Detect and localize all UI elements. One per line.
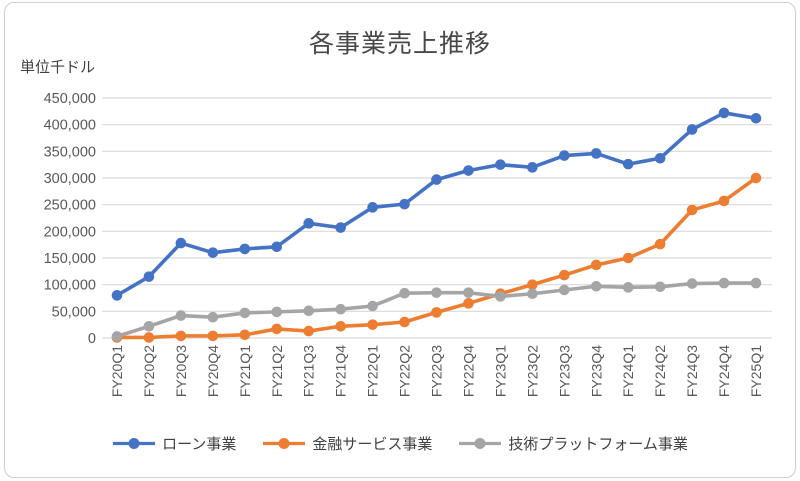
legend-label: 金融サービス事業 (312, 435, 433, 453)
svg-text:300,000: 300,000 (44, 171, 96, 187)
svg-text:FY21Q3: FY21Q3 (301, 345, 317, 397)
svg-text:FY21Q2: FY21Q2 (269, 345, 285, 397)
line-marker-icon (459, 437, 502, 449)
svg-text:FY23Q2: FY23Q2 (524, 345, 540, 397)
svg-text:FY22Q4: FY22Q4 (460, 345, 476, 397)
chart-legend: ローン事業 金融サービス事業 技術プラットフォーム事業 (0, 428, 800, 458)
svg-text:FY22Q2: FY22Q2 (397, 345, 413, 397)
svg-text:150,000: 150,000 (44, 251, 96, 267)
svg-text:250,000: 250,000 (44, 198, 96, 214)
chart-title: 各事業売上推移 (308, 30, 491, 58)
svg-text:100,000: 100,000 (44, 278, 96, 294)
svg-text:FY23Q4: FY23Q4 (588, 345, 604, 397)
svg-text:FY21Q1: FY21Q1 (237, 345, 253, 397)
legend-item-loan-business: ローン事業 (112, 433, 236, 454)
svg-text:200,000: 200,000 (44, 224, 96, 240)
svg-text:50,000: 50,000 (52, 304, 96, 320)
legend-item-tech-platform-business: 技術プラットフォーム事業 (458, 433, 688, 454)
line-marker-icon (113, 437, 156, 449)
svg-text:FY23Q1: FY23Q1 (492, 345, 508, 397)
svg-text:FY20Q2: FY20Q2 (141, 345, 157, 397)
svg-text:FY24Q3: FY24Q3 (684, 345, 700, 397)
svg-text:450,000: 450,000 (44, 91, 96, 107)
svg-text:FY24Q1: FY24Q1 (620, 345, 636, 397)
y-axis-unit-label: 単位千ドル (20, 59, 96, 76)
svg-text:FY20Q4: FY20Q4 (205, 345, 221, 397)
legend-label: 技術プラットフォーム事業 (508, 435, 688, 453)
svg-text:FY20Q3: FY20Q3 (173, 345, 189, 397)
legend-label: ローン事業 (162, 435, 237, 453)
svg-text:FY22Q1: FY22Q1 (365, 345, 381, 397)
legend-item-financial-services-business: 金融サービス事業 (262, 433, 432, 454)
svg-text:350,000: 350,000 (44, 144, 96, 160)
svg-text:FY25Q1: FY25Q1 (748, 345, 764, 397)
svg-text:400,000: 400,000 (44, 118, 96, 134)
svg-text:FY22Q3: FY22Q3 (429, 345, 445, 397)
svg-text:FY24Q4: FY24Q4 (716, 345, 732, 397)
line-marker-icon (263, 437, 306, 449)
svg-text:FY23Q3: FY23Q3 (556, 345, 572, 397)
svg-text:0: 0 (88, 331, 96, 347)
svg-text:FY24Q2: FY24Q2 (652, 345, 668, 397)
svg-text:FY20Q1: FY20Q1 (109, 345, 125, 397)
svg-text:FY21Q4: FY21Q4 (333, 345, 349, 397)
